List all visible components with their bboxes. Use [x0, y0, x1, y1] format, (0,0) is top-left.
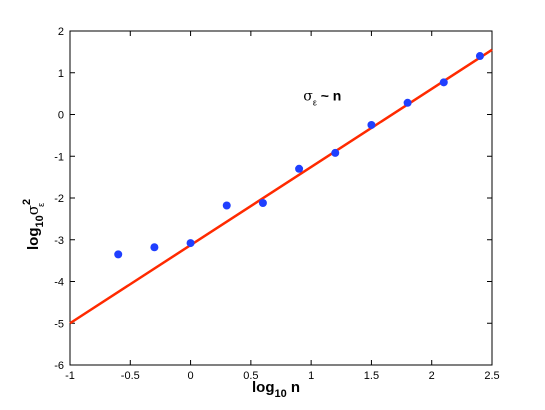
x-tick-label: 2.5 — [484, 370, 499, 382]
annotation: σε ~ n — [303, 88, 341, 108]
data-point — [150, 243, 159, 252]
annotation-rest: ~ n — [317, 88, 342, 104]
x-tick-label: 0 — [188, 370, 194, 382]
x-tick-label: -0.5 — [121, 370, 140, 382]
y-tick-label: 0 — [58, 110, 64, 122]
data-point — [439, 78, 448, 87]
y-tick-label: 1 — [58, 68, 64, 80]
y-tick-label: -1 — [54, 151, 64, 163]
data-point — [367, 120, 376, 129]
data-marks — [69, 48, 493, 325]
x-tick-label: 2 — [429, 370, 435, 382]
y-tick-label: -3 — [54, 235, 64, 247]
data-point — [403, 98, 412, 107]
y-tick-label: 2 — [58, 26, 64, 38]
y-axis-label: log10σ2 ε — [21, 199, 46, 250]
ticks: -1 -0.5 0 0.5 1 1.5 2 2.5 -6 -5 -4 -3 -2 -1 0 1 2 — [54, 26, 499, 382]
data-point — [186, 239, 195, 248]
x-tick-label: 1 — [308, 370, 314, 382]
y-tick-label: -5 — [54, 318, 64, 330]
y-tick-label: -6 — [54, 360, 64, 372]
annotation-sub: ε — [313, 98, 317, 108]
data-point — [222, 201, 231, 210]
plot-area — [69, 30, 493, 366]
x-tick-label: 0.5 — [243, 370, 258, 382]
data-point — [258, 199, 267, 208]
y-tick-label: -2 — [54, 193, 64, 205]
x-tick-label: -1 — [65, 370, 75, 382]
annotation-sigma: σ — [303, 89, 313, 105]
x-axis-label: log10 n — [252, 379, 300, 400]
fit-line — [69, 48, 493, 325]
data-point — [475, 52, 484, 61]
data-point — [114, 250, 123, 259]
x-tick-label: 1.5 — [364, 370, 379, 382]
y-tick-label: -4 — [54, 277, 64, 289]
data-point — [295, 164, 304, 173]
data-point — [331, 148, 340, 157]
